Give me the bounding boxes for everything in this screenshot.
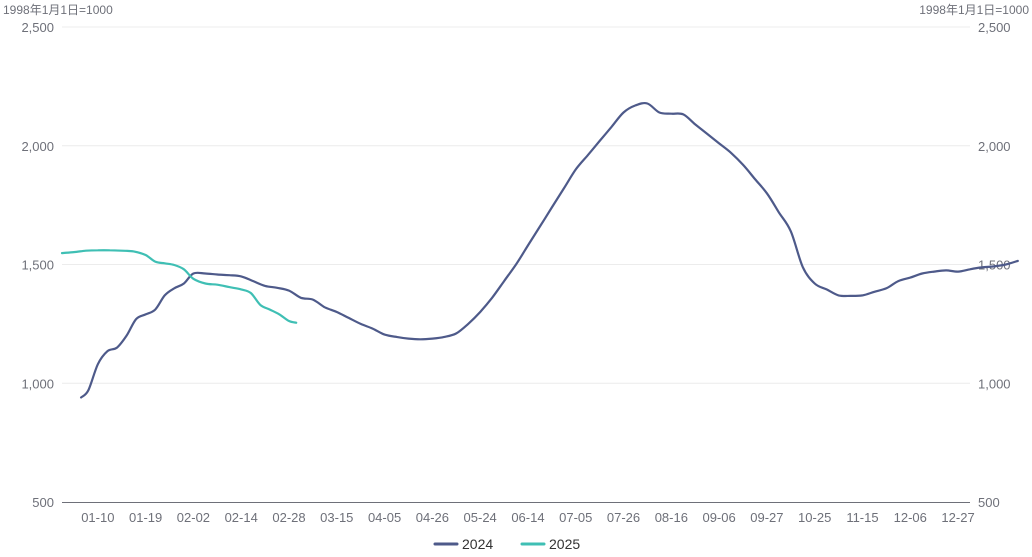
series-line-2024: [80, 101, 1019, 399]
y-tick-label-left: 1,500: [21, 258, 54, 273]
x-tick-label: 07-05: [559, 510, 592, 525]
x-tick-label: 06-14: [511, 510, 544, 525]
x-tick-label: 04-05: [368, 510, 401, 525]
x-tick-label: 02-14: [225, 510, 258, 525]
series-lines: [60, 101, 1019, 399]
y-tick-label-right: 2,000: [978, 139, 1011, 154]
legend: 2024 2025: [433, 536, 580, 552]
y-tick-label-right: 500: [978, 495, 1000, 510]
x-tick-label: 12-06: [894, 510, 927, 525]
x-tick-label: 01-10: [81, 510, 114, 525]
y-tick-label-left: 2,000: [21, 139, 54, 154]
gridlines: [62, 26, 970, 384]
right-axis-unit: 1998年1月1日=1000: [919, 3, 1029, 17]
x-tick-label: 01-19: [129, 510, 162, 525]
x-tick-label: 04-26: [416, 510, 449, 525]
x-tick-label: 02-28: [272, 510, 305, 525]
x-tick-label: 09-27: [750, 510, 783, 525]
right-y-axis: 2,500 2,000 1,500 1,000 500: [978, 20, 1011, 510]
x-tick-label: 10-25: [798, 510, 831, 525]
left-axis-unit: 1998年1月1日=1000: [3, 3, 113, 17]
x-axis: 01-10 01-19 02-02 02-14 02-28 03-15 04-05 04-26…: [62, 502, 975, 525]
x-tick-label: 11-15: [846, 510, 878, 525]
legend-label-2025: 2025: [549, 536, 580, 552]
series-line-2025: [60, 249, 298, 324]
y-tick-label-right: 2,500: [978, 20, 1011, 35]
x-tick-label: 09-06: [702, 510, 735, 525]
y-tick-label-left: 2,500: [21, 20, 54, 35]
legend-label-2024: 2024: [462, 536, 493, 552]
x-tick-label: 02-02: [177, 510, 210, 525]
y-tick-label-left: 500: [32, 495, 54, 510]
y-tick-label-right: 1,500: [978, 258, 1011, 273]
left-y-axis: 2,500 2,000 1,500 1,000 500: [21, 20, 54, 510]
x-tick-label: 12-27: [941, 510, 974, 525]
x-tick-label: 07-26: [607, 510, 640, 525]
x-tick-label: 05-24: [464, 510, 497, 525]
x-tick-label: 08-16: [655, 510, 688, 525]
y-tick-label-right: 1,000: [978, 376, 1011, 391]
x-tick-label: 03-15: [320, 510, 353, 525]
y-tick-label-left: 1,000: [21, 376, 54, 391]
